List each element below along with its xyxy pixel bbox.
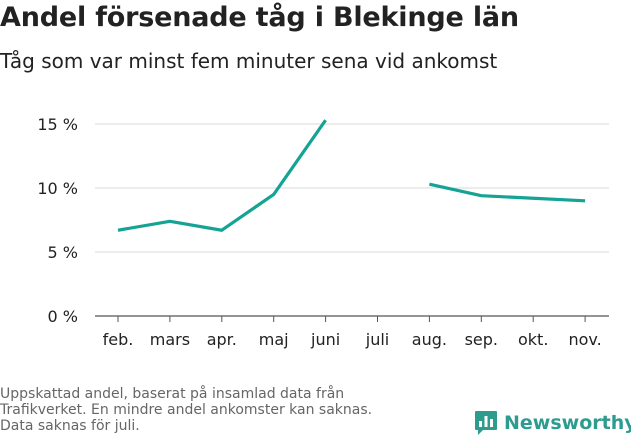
x-tick-label: mars [150, 330, 190, 349]
chart-title: Andel försenade tåg i Blekinge län [0, 2, 519, 33]
x-tick-label: feb. [103, 330, 134, 349]
line-chart: 0 % 5 % 10 % 15 % feb. mars apr. maj juni juli aug… [37, 115, 609, 349]
y-tick-label: 5 % [48, 243, 78, 262]
series-line [429, 182, 586, 203]
newsworthy-logo-icon [475, 411, 497, 435]
footnote-line-3: Data saknas för juli. [0, 418, 140, 434]
series-line [117, 119, 327, 232]
newsworthy-logo-text: Newsworthy [504, 412, 631, 434]
x-tick-label: maj [259, 330, 289, 349]
x-tick-label: juni [310, 330, 340, 349]
y-tick-label: 0 % [48, 307, 78, 326]
y-tick-label: 15 % [37, 115, 78, 134]
newsworthy-logo: Newsworthy [474, 408, 631, 438]
y-tick-label: 10 % [37, 179, 78, 198]
footnote-line-1: Uppskattad andel, baserat på insamlad da… [0, 386, 345, 402]
x-tick-label: sep. [465, 330, 498, 349]
x-tick-label: juli [365, 330, 389, 349]
x-tick-label: apr. [207, 330, 237, 349]
footnote: Uppskattad andel, baserat på insamlad da… [0, 386, 440, 434]
footnote-line-2: Trafikverket. En mindre andel ankomster … [0, 402, 373, 418]
x-tick-label: nov. [568, 330, 601, 349]
x-tick-label: okt. [518, 330, 548, 349]
chart-subtitle: Tåg som var minst fem minuter sena vid a… [0, 49, 498, 73]
x-tick-label: aug. [412, 330, 447, 349]
